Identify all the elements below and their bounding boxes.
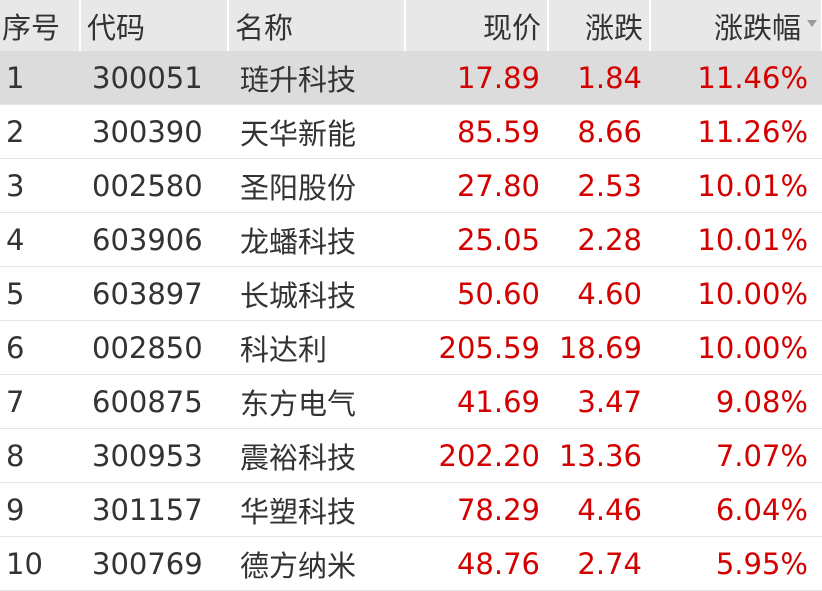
price-change: 4.46 xyxy=(548,482,650,537)
stock-code: 603906 xyxy=(80,212,228,267)
row-index: 7 xyxy=(0,374,80,429)
header-change[interactable]: 涨跌 xyxy=(548,0,651,51)
header-index[interactable]: 序号 xyxy=(0,0,81,51)
table-row[interactable]: 7 600875 东方电气 41.69 3.47 9.08% xyxy=(0,374,822,429)
price-change: 2.28 xyxy=(548,212,650,267)
stock-name: 东方电气 xyxy=(228,374,405,429)
stock-name: 圣阳股份 xyxy=(228,158,405,213)
current-price: 17.89 xyxy=(405,51,548,105)
stock-code: 300390 xyxy=(80,104,228,159)
change-percent: 6.04% xyxy=(650,482,822,537)
stock-name: 琏升科技 xyxy=(228,51,405,105)
current-price: 48.76 xyxy=(405,536,548,591)
current-price: 41.69 xyxy=(405,374,548,429)
row-index: 5 xyxy=(0,266,80,321)
stock-name: 德方纳米 xyxy=(228,536,405,591)
stock-code: 300769 xyxy=(80,536,228,591)
current-price: 202.20 xyxy=(405,428,548,483)
table-row[interactable]: 1 300051 琏升科技 17.89 1.84 11.46% xyxy=(0,51,822,105)
stock-name: 华塑科技 xyxy=(228,482,405,537)
table-row[interactable]: 8 300953 震裕科技 202.20 13.36 7.07% xyxy=(0,428,822,483)
stock-name: 科达利 xyxy=(228,320,405,375)
row-index: 8 xyxy=(0,428,80,483)
header-price[interactable]: 现价 xyxy=(405,0,549,51)
price-change: 3.47 xyxy=(548,374,650,429)
row-index: 1 xyxy=(0,51,80,105)
price-change: 18.69 xyxy=(548,320,650,375)
current-price: 85.59 xyxy=(405,104,548,159)
header-code[interactable]: 代码 xyxy=(80,0,229,51)
change-percent: 9.08% xyxy=(650,374,822,429)
table-row[interactable]: 10 300769 德方纳米 48.76 2.74 5.95% xyxy=(0,536,822,591)
row-index: 2 xyxy=(0,104,80,159)
current-price: 27.80 xyxy=(405,158,548,213)
row-index: 10 xyxy=(0,536,80,591)
stock-code: 301157 xyxy=(80,482,228,537)
current-price: 205.59 xyxy=(405,320,548,375)
price-change: 4.60 xyxy=(548,266,650,321)
stock-name: 龙蟠科技 xyxy=(228,212,405,267)
current-price: 25.05 xyxy=(405,212,548,267)
price-change: 2.74 xyxy=(548,536,650,591)
change-percent: 10.00% xyxy=(650,320,822,375)
price-change: 2.53 xyxy=(548,158,650,213)
current-price: 78.29 xyxy=(405,482,548,537)
stock-code: 300051 xyxy=(80,51,228,105)
change-percent: 7.07% xyxy=(650,428,822,483)
change-percent: 10.01% xyxy=(650,212,822,267)
stock-code: 603897 xyxy=(80,266,228,321)
stock-name: 长城科技 xyxy=(228,266,405,321)
price-change: 1.84 xyxy=(548,51,650,105)
header-change-pct[interactable]: 涨跌幅 xyxy=(650,0,822,51)
stock-code: 002850 xyxy=(80,320,228,375)
row-index: 9 xyxy=(0,482,80,537)
change-percent: 10.01% xyxy=(650,158,822,213)
table-row[interactable]: 3 002580 圣阳股份 27.80 2.53 10.01% xyxy=(0,158,822,213)
change-percent: 11.26% xyxy=(650,104,822,159)
stock-code: 002580 xyxy=(80,158,228,213)
change-percent: 11.46% xyxy=(650,51,822,105)
table-row[interactable]: 6 002850 科达利 205.59 18.69 10.00% xyxy=(0,320,822,375)
header-change-pct-label: 涨跌幅 xyxy=(713,10,801,45)
row-index: 6 xyxy=(0,320,80,375)
stock-code: 600875 xyxy=(80,374,228,429)
table-row[interactable]: 2 300390 天华新能 85.59 8.66 11.26% xyxy=(0,104,822,159)
row-index: 3 xyxy=(0,158,80,213)
row-index: 4 xyxy=(0,212,80,267)
header-name[interactable]: 名称 xyxy=(228,0,406,51)
current-price: 50.60 xyxy=(405,266,548,321)
header-row: 序号 代码 名称 现价 涨跌 涨跌幅 xyxy=(0,0,822,51)
price-change: 8.66 xyxy=(548,104,650,159)
stock-name: 天华新能 xyxy=(228,104,405,159)
stock-name: 震裕科技 xyxy=(228,428,405,483)
table-row[interactable]: 9 301157 华塑科技 78.29 4.46 6.04% xyxy=(0,482,822,537)
table-row[interactable]: 5 603897 长城科技 50.60 4.60 10.00% xyxy=(0,266,822,321)
change-percent: 10.00% xyxy=(650,266,822,321)
change-percent: 5.95% xyxy=(650,536,822,591)
table-row[interactable]: 4 603906 龙蟠科技 25.05 2.28 10.01% xyxy=(0,212,822,267)
stock-code: 300953 xyxy=(80,428,228,483)
sort-desc-icon[interactable] xyxy=(807,20,817,27)
price-change: 13.36 xyxy=(548,428,650,483)
